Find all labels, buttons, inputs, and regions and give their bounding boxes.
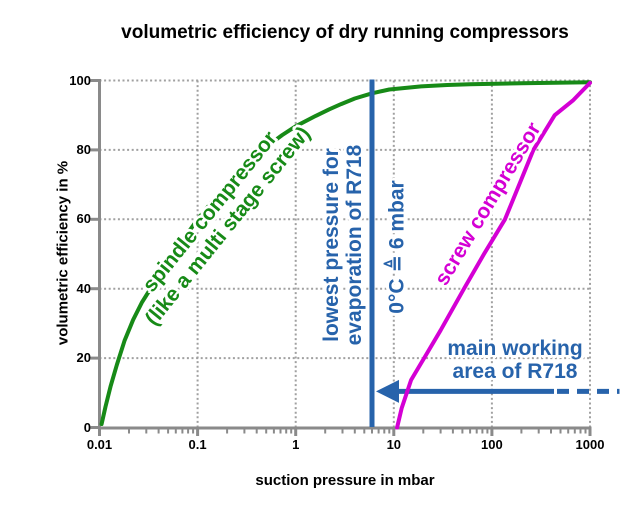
working-area-label: main working area of R718 <box>447 337 582 383</box>
evaporation-pressure-label-line1: lowest pressure for <box>319 148 343 342</box>
y-tick-label: 100 <box>69 72 91 88</box>
evaporation-pressure-label: lowest pressure for evaporation of R718 <box>320 145 366 346</box>
working-area-label-line1: main working <box>447 336 583 360</box>
x-tick-label: 100 <box>481 437 503 452</box>
screw-compressor-curve <box>395 80 592 430</box>
chart-title: volumetric efficiency of dry running com… <box>121 22 569 43</box>
x-tick-label: 1000 <box>575 437 605 452</box>
evaporation-value-label: 0°C ≜ 6 mbar <box>385 180 409 314</box>
working-area-label-line2: area of R718 <box>452 360 578 383</box>
x-tick-label: 0.1 <box>188 437 207 452</box>
y-tick-label: 80 <box>76 141 91 157</box>
evaporation-pressure-label-line2: evaporation of R718 <box>343 144 366 346</box>
y-tick-label: 40 <box>76 280 91 296</box>
y-axis-label: volumetric efficiency in % <box>54 160 72 346</box>
working-area-arrow-head <box>376 379 399 403</box>
x-tick-label: 10 <box>386 437 402 452</box>
x-tick-label: 0.01 <box>86 437 113 452</box>
y-tick-label: 0 <box>83 419 91 435</box>
x-axis-label: suction pressure in mbar <box>255 472 435 489</box>
y-tick-label: 60 <box>76 211 91 227</box>
x-tick-label: 1 <box>292 437 300 452</box>
spindle-compressor-curve <box>99 80 592 426</box>
y-tick-label: 20 <box>76 350 91 366</box>
